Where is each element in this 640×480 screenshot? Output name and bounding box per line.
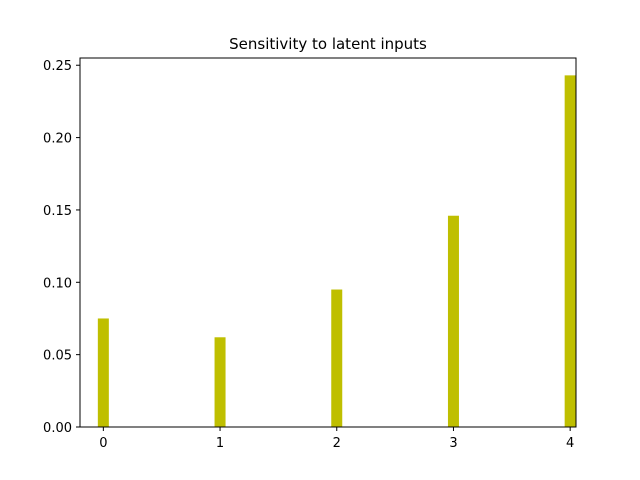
plot-frame — [79, 57, 577, 428]
bar-3 — [447, 215, 459, 427]
ticks-layer: 0 1 2 3 4 0.00 0.05 0.10 0.15 0.20 0.25 — [43, 59, 574, 451]
y-tick-label: 0.15 — [43, 204, 72, 219]
bar-2 — [331, 289, 343, 427]
chart-title: Sensitivity to latent inputs — [229, 35, 427, 53]
y-tick-label: 0.20 — [43, 132, 72, 147]
y-tick-label: 0.25 — [43, 59, 72, 74]
y-tick-label: 0.10 — [43, 276, 72, 291]
x-tick-label: 0 — [99, 436, 107, 451]
y-tick-label: 0.05 — [43, 349, 72, 364]
y-tick-label: 0.00 — [43, 421, 72, 436]
x-tick-label: 4 — [566, 436, 574, 451]
bar-0 — [97, 318, 109, 427]
bars-layer — [97, 75, 576, 428]
x-tick-label: 2 — [333, 436, 341, 451]
bar-4 — [564, 75, 576, 428]
x-tick-label: 3 — [449, 436, 457, 451]
bar-1 — [214, 337, 226, 427]
x-tick-label: 1 — [216, 436, 224, 451]
